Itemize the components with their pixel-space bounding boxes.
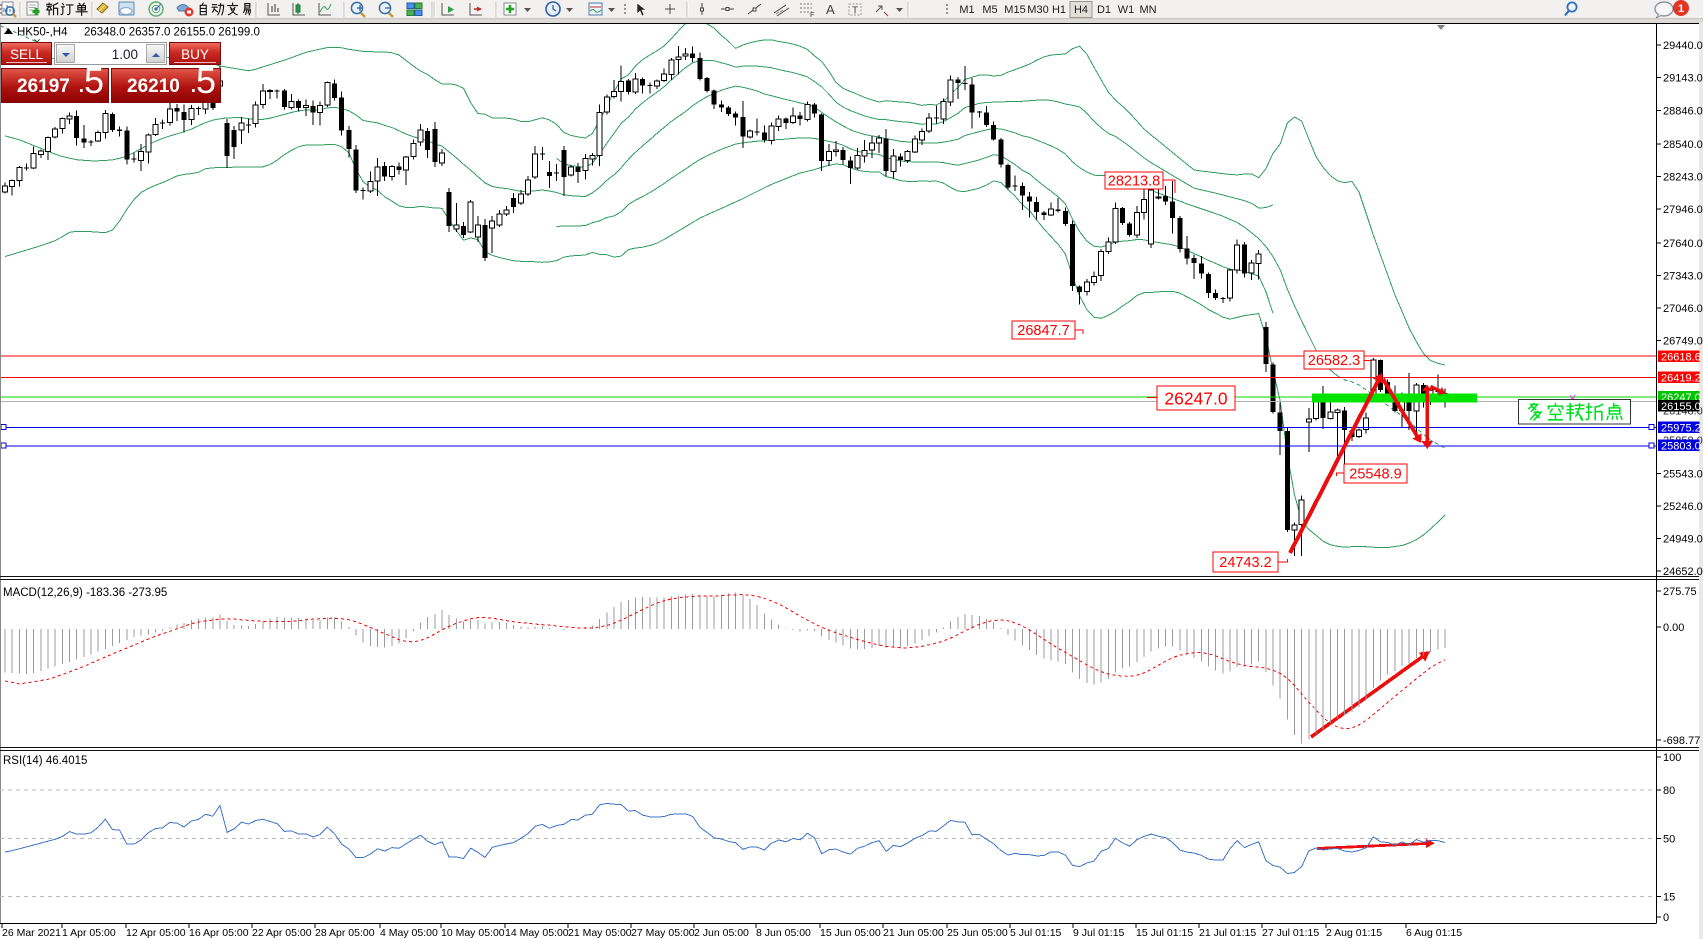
svg-text:-698.77: -698.77: [1663, 735, 1700, 747]
svg-text:5 Jul 01:15: 5 Jul 01:15: [1010, 927, 1062, 939]
svg-text:27046.0: 27046.0: [1663, 303, 1703, 315]
svg-text:26582.3: 26582.3: [1308, 353, 1360, 369]
svg-text:29440.0: 29440.0: [1663, 40, 1703, 52]
svg-text:26247.0: 26247.0: [1164, 388, 1228, 408]
svg-text:M15: M15: [1004, 4, 1025, 16]
svg-text:H4: H4: [1074, 4, 1088, 16]
svg-text:26847.7: 26847.7: [1017, 323, 1069, 339]
svg-text:4 May 05:00: 4 May 05:00: [380, 927, 438, 939]
svg-text:21 Jul 01:15: 21 Jul 01:15: [1199, 927, 1256, 939]
svg-text:26348.0 26357.0 26155.0 26199.: 26348.0 26357.0 26155.0 26199.0: [84, 27, 260, 39]
svg-text:0.00: 0.00: [1663, 622, 1684, 634]
svg-text:24652.0: 24652.0: [1663, 566, 1703, 578]
svg-text:24743.2: 24743.2: [1219, 555, 1271, 571]
svg-text:M1: M1: [959, 4, 974, 16]
svg-text:29143.0: 29143.0: [1663, 73, 1703, 85]
svg-text:28213.8: 28213.8: [1108, 174, 1160, 190]
svg-text:26618.6: 26618.6: [1661, 352, 1701, 364]
svg-text:W1: W1: [1118, 4, 1135, 16]
svg-text:24949.0: 24949.0: [1663, 534, 1703, 546]
svg-text:15: 15: [1663, 892, 1675, 904]
svg-text:1 Apr 05:00: 1 Apr 05:00: [62, 927, 116, 939]
svg-text:25548.9: 25548.9: [1349, 467, 1401, 483]
svg-text:27946.0: 27946.0: [1663, 204, 1703, 216]
svg-text:6 Aug 01:15: 6 Aug 01:15: [1406, 927, 1462, 939]
svg-text:D1: D1: [1097, 4, 1111, 16]
svg-text:26749.0: 26749.0: [1663, 336, 1703, 348]
svg-text:50: 50: [1663, 834, 1675, 846]
svg-text:28243.0: 28243.0: [1663, 172, 1703, 184]
svg-text:12 Apr 05:00: 12 Apr 05:00: [126, 927, 186, 939]
svg-text:100: 100: [1663, 752, 1681, 764]
svg-text:8 Jun 05:00: 8 Jun 05:00: [756, 927, 811, 939]
svg-text:25246.0: 25246.0: [1663, 501, 1703, 513]
svg-text:1: 1: [1678, 3, 1684, 15]
svg-text:25543.0: 25543.0: [1663, 468, 1703, 480]
svg-text:T: T: [852, 6, 858, 17]
svg-text:M5: M5: [982, 4, 997, 16]
svg-text:27 May 05:00: 27 May 05:00: [631, 927, 695, 939]
svg-text:26419.2: 26419.2: [1661, 373, 1701, 385]
svg-text:27640.0: 27640.0: [1663, 238, 1703, 250]
svg-text:M30: M30: [1027, 4, 1048, 16]
svg-text:25803.0: 25803.0: [1661, 441, 1701, 453]
svg-text:22 Apr 05:00: 22 Apr 05:00: [252, 927, 312, 939]
svg-text:27343.0: 27343.0: [1663, 271, 1703, 283]
svg-text:27 Jul 01:15: 27 Jul 01:15: [1262, 927, 1319, 939]
svg-text:2 Aug 01:15: 2 Aug 01:15: [1326, 927, 1382, 939]
svg-text:275.75: 275.75: [1663, 586, 1697, 598]
svg-text:H1: H1: [1052, 4, 1066, 16]
svg-text:21 May 05:00: 21 May 05:00: [568, 927, 632, 939]
svg-text:15 Jul 01:15: 15 Jul 01:15: [1136, 927, 1193, 939]
svg-text:16 Apr 05:00: 16 Apr 05:00: [189, 927, 249, 939]
svg-text:F: F: [810, 12, 814, 19]
svg-text:26 Mar 2021: 26 Mar 2021: [2, 927, 61, 939]
svg-text:25975.2: 25975.2: [1661, 423, 1701, 435]
svg-text:28 Apr 05:00: 28 Apr 05:00: [315, 927, 375, 939]
svg-text:15 Jun 05:00: 15 Jun 05:00: [820, 927, 881, 939]
svg-text:14 May 05:00: 14 May 05:00: [505, 927, 569, 939]
svg-text:25 Jun 05:00: 25 Jun 05:00: [947, 927, 1008, 939]
svg-text:21 Jun 05:00: 21 Jun 05:00: [883, 927, 944, 939]
svg-text:MN: MN: [1139, 4, 1156, 16]
svg-text:0: 0: [1663, 912, 1669, 924]
svg-text:9 Jul 01:15: 9 Jul 01:15: [1073, 927, 1125, 939]
svg-text:26155.0: 26155.0: [1661, 401, 1701, 413]
svg-text:MACD(12,26,9) -183.36 -273.95: MACD(12,26,9) -183.36 -273.95: [3, 587, 167, 599]
svg-text:2 Jun 05:00: 2 Jun 05:00: [694, 927, 749, 939]
svg-text:RSI(14) 46.4015: RSI(14) 46.4015: [3, 755, 87, 767]
svg-text:HK50-,H4: HK50-,H4: [17, 27, 68, 39]
svg-text:80: 80: [1663, 785, 1675, 797]
svg-text:10 May 05:00: 10 May 05:00: [441, 927, 505, 939]
svg-text:28846.0: 28846.0: [1663, 105, 1703, 117]
svg-text:28540.0: 28540.0: [1663, 139, 1703, 151]
svg-text:A: A: [826, 2, 835, 17]
